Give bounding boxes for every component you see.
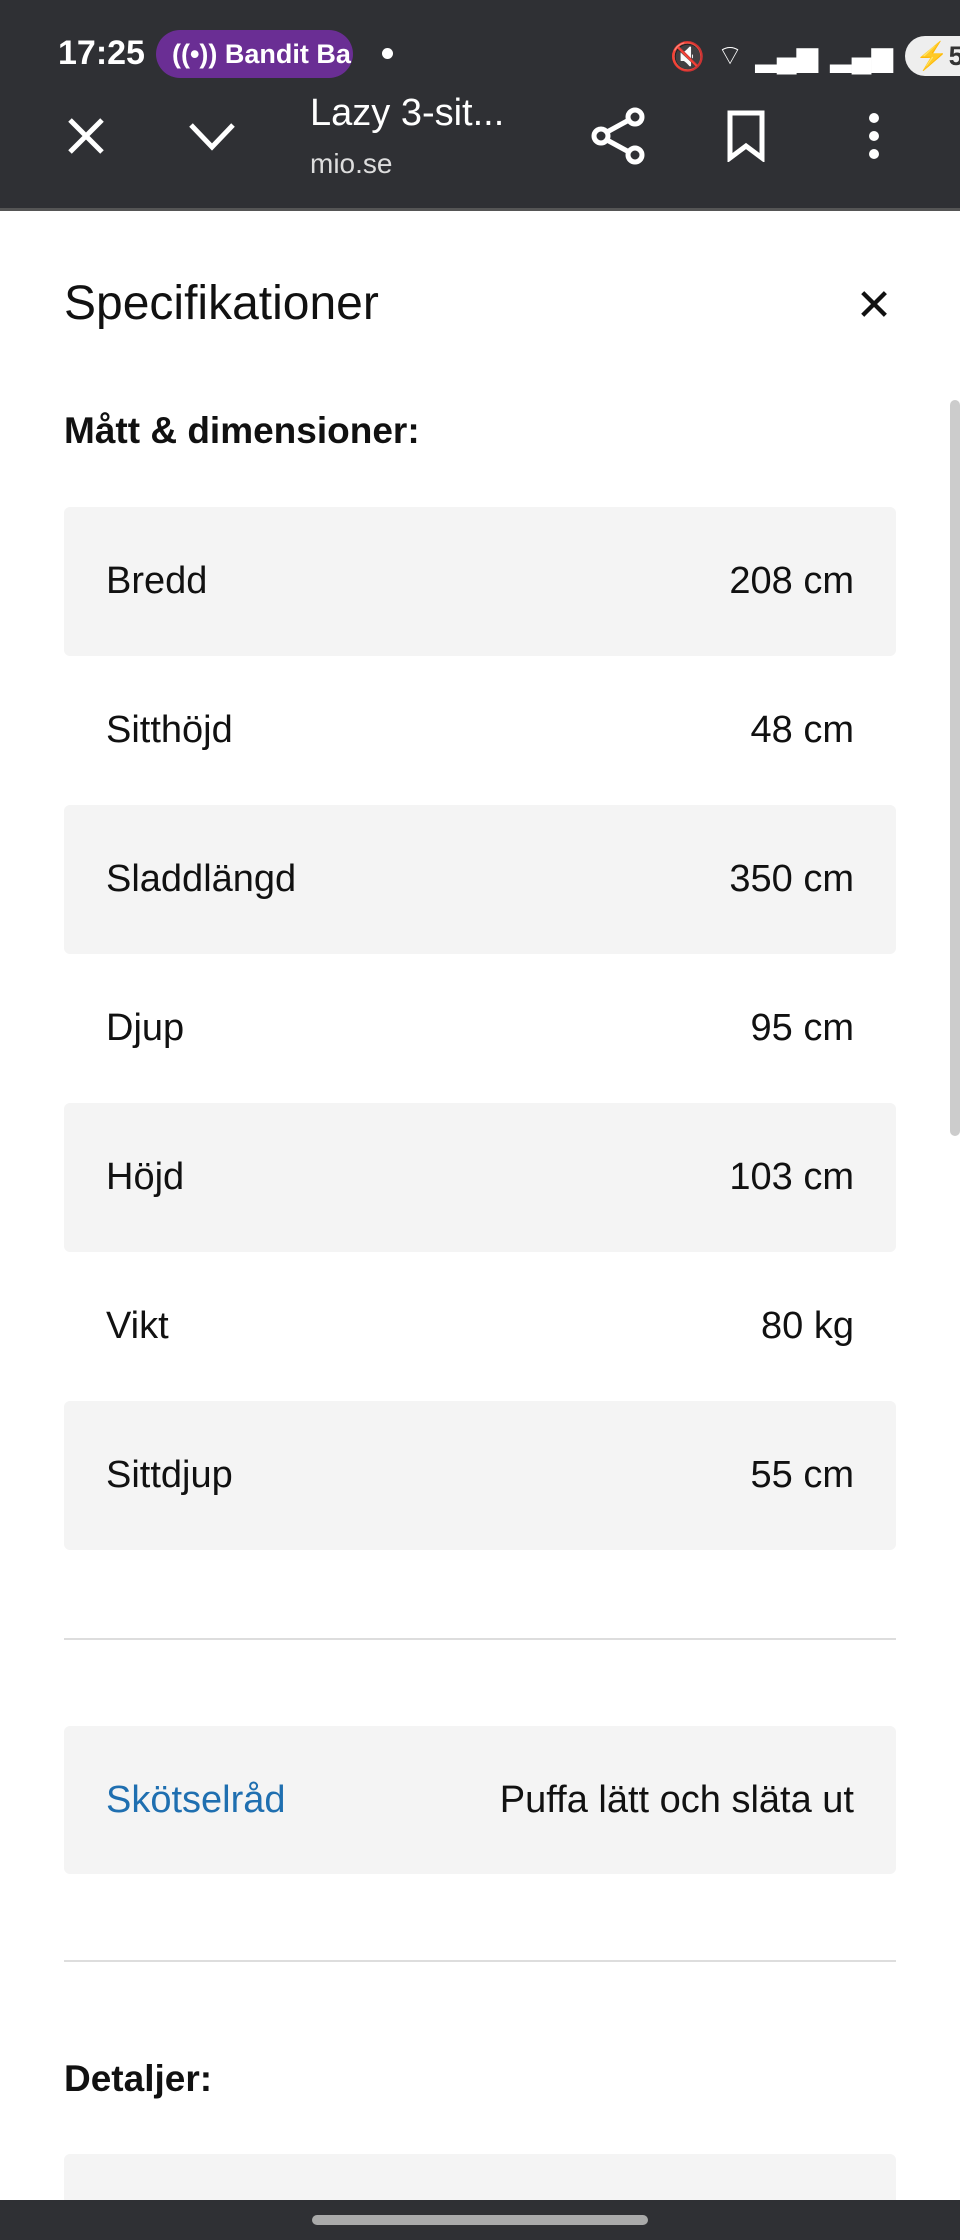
close-icon — [68, 118, 104, 154]
browser-toolbar: 17:25 ((•)) Bandit Ba 🔇 ⌔ ▂▄▆ ▂▄▆ ⚡56 La… — [0, 0, 960, 211]
share-icon — [591, 107, 645, 165]
wifi-icon: ⌔ — [716, 39, 744, 71]
minimize-button[interactable] — [180, 104, 244, 168]
page-title: Lazy 3-sit... — [310, 92, 505, 134]
table-row: Bredd 208 cm — [64, 507, 896, 656]
battery-icon: ⚡56 — [905, 36, 960, 76]
row-label: Sitthöjd — [106, 709, 233, 751]
close-panel-button[interactable]: ✕ — [852, 284, 896, 328]
notification-text: Bandit Ba — [224, 39, 351, 69]
row-label: Djup — [106, 1007, 185, 1049]
section-heading-dimensions: Mått & dimensioner: — [64, 410, 420, 451]
more-vert-icon — [869, 113, 879, 159]
signal-icon: ▂▄▆ — [830, 40, 894, 72]
divider — [64, 1638, 896, 1640]
status-time: 17:25 — [58, 34, 145, 72]
share-button[interactable] — [586, 104, 650, 168]
system-nav-bar — [0, 2200, 960, 2240]
close-icon: ✕ — [855, 281, 893, 330]
care-row: Skötselråd Puffa lätt och släta ut — [64, 1726, 896, 1874]
bookmark-button[interactable] — [714, 104, 778, 168]
mute-icon: 🔇 — [670, 40, 705, 72]
care-value: Puffa lätt och släta ut — [499, 1778, 854, 1821]
row-value: 350 cm — [729, 858, 854, 900]
close-tab-button[interactable] — [54, 104, 118, 168]
row-value: 55 cm — [750, 1454, 854, 1496]
table-row: Sittdjup 55 cm — [64, 1401, 896, 1550]
row-value: 80 kg — [761, 1305, 854, 1347]
row-label: Sittdjup — [106, 1454, 233, 1496]
row-label: Bredd — [106, 560, 208, 602]
table-row: Sitthöjd 48 cm — [64, 656, 896, 805]
status-icons: 🔇 ⌔ ▂▄▆ ▂▄▆ ⚡56 — [670, 36, 960, 76]
row-label: Höjd — [106, 1156, 185, 1198]
table-row: Höjd 103 cm — [64, 1103, 896, 1252]
bookmark-icon — [727, 110, 765, 162]
row-value: 208 cm — [729, 560, 854, 602]
row-label: Sladdlängd — [106, 858, 297, 900]
table-row: Djup 95 cm — [64, 954, 896, 1103]
table-row: Sladdlängd 350 cm — [64, 805, 896, 954]
row-label: Vikt — [106, 1305, 169, 1347]
dimensions-table: Bredd 208 cm Sitthöjd 48 cm Sladdlängd 350 cm… — [64, 507, 896, 1550]
section-heading-details: Detaljer: — [64, 2058, 213, 2099]
notification-pill[interactable]: ((•)) Bandit Ba — [156, 30, 353, 78]
care-link[interactable]: Skötselråd — [106, 1778, 286, 1821]
home-handle[interactable] — [312, 2215, 648, 2225]
scrollbar[interactable] — [950, 400, 960, 1136]
signal-icon: ▂▄▆ — [755, 40, 819, 72]
battery-level: 56 — [948, 41, 960, 71]
row-value: 95 cm — [750, 1007, 854, 1049]
more-options-button[interactable] — [842, 104, 906, 168]
panel-title: Specifikationer — [64, 277, 379, 330]
notification-dot — [382, 48, 393, 59]
row-value: 103 cm — [729, 1156, 854, 1198]
row-value: 48 cm — [750, 709, 854, 751]
table-row: Vikt 80 kg — [64, 1252, 896, 1401]
page-url: mio.se — [310, 148, 393, 179]
divider — [64, 1960, 896, 1962]
chevron-down-icon — [189, 123, 235, 151]
